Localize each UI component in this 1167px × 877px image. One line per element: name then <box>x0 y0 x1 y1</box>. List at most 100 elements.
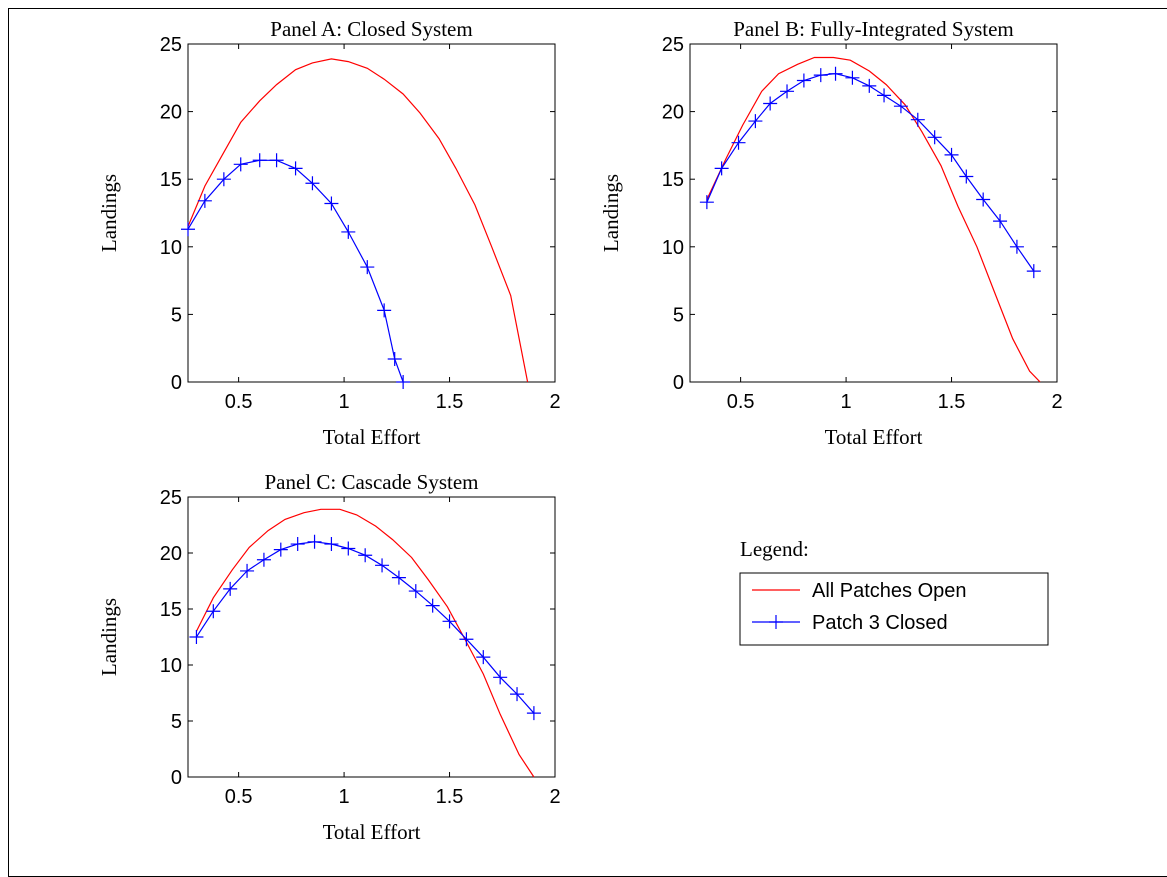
data-point <box>252 153 267 168</box>
panel-title: Panel A: Closed System <box>270 17 472 41</box>
series-line <box>706 56 1041 383</box>
x-tick-label: 0.5 <box>727 391 755 413</box>
data-point <box>845 70 860 85</box>
data-point <box>240 563 255 578</box>
data-point <box>341 541 356 556</box>
x-tick-label: 1.5 <box>938 391 966 413</box>
x-tick-label: 0.5 <box>225 786 253 808</box>
x-axis-label: Total Effort <box>323 425 421 449</box>
data-point <box>256 552 271 567</box>
data-point <box>425 598 440 613</box>
legend-title: Legend: <box>740 537 809 561</box>
data-point <box>796 73 811 88</box>
x-tick-label: 1 <box>339 786 350 808</box>
y-tick-label: 5 <box>171 304 182 326</box>
data-point <box>269 153 284 168</box>
series-patch-3-closed <box>189 534 541 721</box>
y-tick-label: 25 <box>160 487 182 509</box>
data-point <box>290 537 305 552</box>
y-tick-label: 15 <box>160 169 182 191</box>
data-point <box>893 99 908 114</box>
y-tick-label: 0 <box>673 372 684 394</box>
series-all-patches-open <box>187 58 529 383</box>
axes-box <box>187 496 556 778</box>
y-tick-label: 20 <box>662 102 684 124</box>
x-tick-label: 2 <box>549 391 560 413</box>
series-all-patches-open <box>195 508 535 778</box>
data-point <box>780 84 795 99</box>
data-point <box>714 161 729 176</box>
y-tick-label: 20 <box>160 543 182 565</box>
data-point <box>510 687 525 702</box>
data-point <box>910 112 925 127</box>
y-tick-label: 15 <box>160 599 182 621</box>
y-axis-label: Landings <box>97 174 121 252</box>
x-axis-label: Total Effort <box>323 820 421 844</box>
x-tick-label: 1.5 <box>436 786 464 808</box>
y-tick-label: 20 <box>160 102 182 124</box>
data-point <box>324 537 339 552</box>
data-point <box>862 78 877 93</box>
data-point <box>493 670 508 685</box>
data-point <box>288 161 303 176</box>
data-point <box>442 614 457 629</box>
data-point <box>877 88 892 103</box>
y-tick-label: 0 <box>171 372 182 394</box>
data-point <box>216 172 231 187</box>
data-point <box>305 176 320 191</box>
series-all-patches-open <box>706 56 1041 383</box>
y-tick-label: 25 <box>160 34 182 56</box>
y-axis-label: Landings <box>599 174 623 252</box>
x-tick-label: 0.5 <box>225 391 253 413</box>
data-point <box>206 604 221 619</box>
data-point <box>307 534 322 549</box>
data-point <box>375 558 390 573</box>
y-tick-label: 10 <box>160 237 182 259</box>
x-axis-label: Total Effort <box>825 425 923 449</box>
legend-label: Patch 3 Closed <box>812 612 948 634</box>
x-tick-label: 2 <box>549 786 560 808</box>
series-patch-3-closed <box>699 66 1041 279</box>
data-point <box>813 68 828 83</box>
data-point <box>959 169 974 184</box>
data-point <box>324 196 339 211</box>
y-tick-label: 15 <box>662 169 684 191</box>
data-point <box>358 548 373 563</box>
data-point <box>360 260 375 275</box>
axes-box <box>187 43 556 383</box>
data-point <box>731 135 746 150</box>
data-point <box>223 581 238 596</box>
data-point <box>828 66 843 81</box>
data-point <box>181 222 195 237</box>
data-point <box>927 130 942 145</box>
legend-box <box>739 572 1049 646</box>
data-point <box>476 650 491 665</box>
x-tick-label: 1 <box>841 391 852 413</box>
legend-swatch-marker <box>769 615 783 629</box>
data-point <box>1026 264 1041 279</box>
data-point <box>391 570 406 585</box>
figure-frame <box>8 8 1167 877</box>
series-line <box>187 58 529 383</box>
y-tick-label: 10 <box>160 655 182 677</box>
data-point <box>387 352 402 367</box>
data-point <box>993 214 1008 229</box>
x-tick-label: 1 <box>339 391 350 413</box>
data-point <box>976 192 991 207</box>
y-tick-label: 5 <box>673 304 684 326</box>
y-axis-label: Landings <box>97 598 121 676</box>
data-point <box>377 303 392 318</box>
x-tick-label: 1.5 <box>436 391 464 413</box>
data-point <box>699 195 714 210</box>
data-point <box>341 224 356 239</box>
panel-title: Panel B: Fully-Integrated System <box>733 17 1014 41</box>
axes-box <box>689 43 1058 383</box>
y-tick-label: 25 <box>662 34 684 56</box>
data-point <box>526 706 541 721</box>
x-tick-label: 2 <box>1051 391 1062 413</box>
data-point <box>233 157 248 172</box>
data-point <box>408 584 423 599</box>
